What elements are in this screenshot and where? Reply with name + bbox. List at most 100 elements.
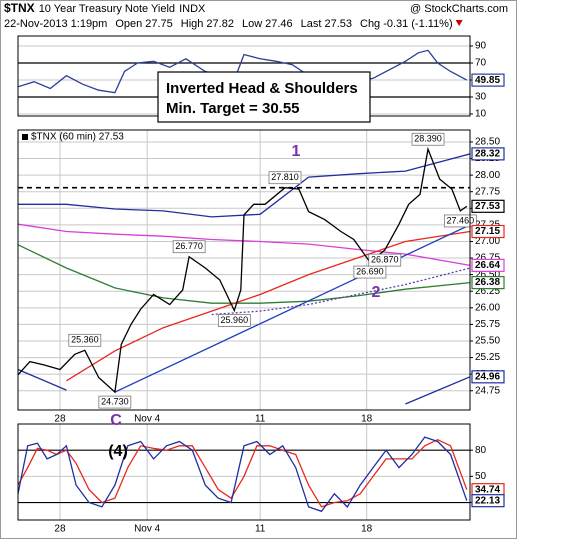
price-label-box (411, 132, 445, 146)
y-tick-label: 28.00 (475, 170, 500, 181)
price-label-box (368, 253, 402, 267)
symbol: $TNX (4, 1, 35, 15)
field-label: Open (115, 18, 142, 30)
y-tick-label: 30 (475, 92, 487, 103)
x-tick-label: 11 (255, 414, 266, 425)
price-label: 25.960 (221, 315, 249, 325)
series-line (18, 438, 468, 508)
price-label-box (443, 214, 477, 228)
watermark: @ StockCharts.com (410, 3, 508, 15)
legend-swatch (22, 134, 28, 140)
callout-box (157, 71, 371, 123)
series-line (18, 146, 468, 394)
series-line (18, 49, 468, 94)
last-value-box (471, 494, 505, 508)
wave-label: 2 (372, 284, 381, 301)
field-value: 27.53 (324, 18, 352, 30)
field-value: 27.46 (265, 18, 293, 30)
change-pct: (-1.11%) (411, 18, 452, 30)
y-tick-label: 26.50 (475, 269, 500, 280)
panel-border (17, 423, 471, 521)
last-value-box (471, 199, 505, 213)
callout-text: Inverted Head & Shoulders (166, 80, 358, 97)
price-label: 26.770 (175, 241, 203, 251)
field-label: High (181, 18, 204, 30)
price-label: 28.390 (414, 134, 442, 144)
panel-border (17, 129, 471, 411)
y-tick-label: 70 (475, 58, 487, 69)
series-line (66, 230, 470, 382)
last-value-label: 34.74 (475, 484, 500, 495)
security-name: 10 Year Treasury Note Yield (39, 3, 175, 15)
last-value-label: 27.15 (475, 226, 500, 237)
last-value-label: 26.38 (475, 277, 500, 288)
y-tick-label: 26.25 (475, 286, 500, 297)
wave-label: 1 (292, 143, 301, 160)
y-tick-label: 26.00 (475, 302, 500, 313)
last-value-box (471, 224, 505, 239)
series-line (18, 153, 470, 218)
last-value-label: 28.32 (475, 149, 500, 160)
y-tick-label: 10 (475, 109, 487, 120)
price-label: 25.360 (71, 335, 99, 345)
field-value: 27.82 (206, 18, 234, 30)
x-tick-label: Nov 4 (134, 414, 161, 425)
series-line (211, 267, 470, 316)
panel (18, 424, 470, 520)
price-label: 26.690 (356, 266, 384, 276)
price-label: 27.810 (271, 172, 299, 182)
y-tick-label: 24.75 (475, 385, 500, 396)
y-tick-label: 25.25 (475, 352, 500, 363)
exchange: INDX (179, 3, 206, 15)
price-label-box (172, 240, 206, 254)
y-tick-label: 27.00 (475, 236, 500, 247)
x-tick-label: 18 (361, 414, 373, 425)
x-tick-label: 18 (361, 524, 373, 535)
series-line (18, 223, 470, 267)
last-value-label: 49.85 (475, 75, 500, 86)
price-label-box (268, 171, 302, 185)
datetime: 22-Nov-2013 1:19pm (4, 18, 107, 30)
legend-text: $TNX (60 min) 27.53 (31, 132, 124, 143)
field-value: -0.31 (383, 18, 408, 30)
series-line (18, 368, 67, 391)
last-value-box (471, 73, 505, 87)
last-value-box (471, 147, 505, 161)
y-tick-label: 80 (475, 445, 487, 456)
price-label-box (98, 395, 132, 409)
series-line (18, 436, 468, 513)
y-tick-label: 25.75 (475, 319, 500, 330)
y-tick-label: 25.50 (475, 336, 500, 347)
price-label-box (217, 314, 251, 327)
field-label: Chg (360, 18, 380, 30)
price-label-box (68, 333, 102, 347)
y-tick-label: 90 (475, 41, 487, 52)
y-tick-label: 26.75 (475, 253, 500, 264)
y-tick-label: 28.50 (475, 137, 500, 148)
last-value-label: 27.53 (475, 201, 500, 212)
last-value-box (471, 370, 505, 384)
series-line (114, 224, 470, 393)
x-tick-label: Nov 4 (134, 524, 161, 535)
price-label: 24.730 (101, 396, 129, 406)
y-tick-label: 50 (475, 471, 487, 482)
last-value-label: 22.13 (475, 495, 500, 506)
callout-text: Min. Target = 30.55 (166, 100, 300, 117)
series-line (405, 376, 470, 405)
x-tick-label: 28 (54, 524, 66, 535)
header-title: $TNX 10 Year Treasury Note Yield INDX (4, 1, 206, 15)
last-value-box (471, 258, 505, 272)
field-label: Low (242, 18, 262, 30)
header-quote: 22-Nov-2013 1:19pm Open 27.75 High 27.82 Low 2… (4, 18, 453, 30)
field-label: Last (301, 18, 322, 30)
last-value-box (471, 276, 505, 290)
down-arrow (455, 20, 463, 26)
field-value: 27.75 (145, 18, 173, 30)
price-label: 26.870 (371, 254, 399, 264)
price-label: 27.460 (447, 215, 475, 225)
wave-label: (4) (108, 443, 128, 460)
wave-label: C (110, 412, 122, 429)
x-tick-label: 11 (255, 524, 266, 535)
